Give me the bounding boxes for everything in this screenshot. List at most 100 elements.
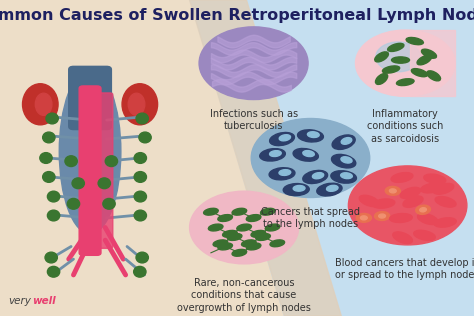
Text: very: very — [9, 296, 31, 306]
Ellipse shape — [427, 186, 437, 190]
Ellipse shape — [390, 189, 396, 193]
Ellipse shape — [279, 170, 291, 175]
Ellipse shape — [360, 216, 367, 220]
Ellipse shape — [396, 79, 414, 86]
Ellipse shape — [47, 266, 60, 277]
Ellipse shape — [427, 71, 440, 81]
Ellipse shape — [139, 132, 151, 143]
Ellipse shape — [261, 208, 275, 215]
Ellipse shape — [439, 186, 448, 191]
Ellipse shape — [47, 191, 60, 202]
Ellipse shape — [406, 38, 423, 45]
Ellipse shape — [418, 214, 438, 225]
Ellipse shape — [228, 234, 242, 240]
Ellipse shape — [356, 213, 372, 222]
Ellipse shape — [122, 84, 157, 125]
Polygon shape — [190, 0, 341, 316]
Ellipse shape — [246, 243, 261, 250]
Ellipse shape — [331, 171, 356, 183]
Ellipse shape — [406, 191, 415, 196]
FancyBboxPatch shape — [79, 86, 101, 255]
Polygon shape — [410, 30, 455, 96]
Ellipse shape — [341, 137, 352, 144]
Ellipse shape — [317, 183, 342, 196]
Ellipse shape — [251, 230, 265, 237]
Ellipse shape — [40, 153, 52, 163]
Ellipse shape — [134, 191, 146, 202]
Ellipse shape — [232, 249, 246, 256]
Ellipse shape — [134, 266, 146, 277]
Ellipse shape — [400, 187, 420, 198]
Ellipse shape — [218, 215, 232, 222]
Ellipse shape — [420, 208, 427, 212]
Ellipse shape — [421, 49, 437, 58]
Ellipse shape — [134, 153, 146, 163]
Ellipse shape — [308, 132, 319, 137]
Ellipse shape — [375, 52, 388, 62]
Ellipse shape — [209, 224, 223, 231]
Ellipse shape — [433, 183, 454, 194]
Polygon shape — [190, 0, 474, 316]
Circle shape — [356, 30, 455, 96]
Ellipse shape — [136, 113, 148, 124]
Ellipse shape — [223, 230, 237, 237]
Ellipse shape — [46, 113, 58, 124]
Ellipse shape — [383, 66, 400, 73]
Text: Rare, non-cancerous
conditions that cause
overgrowth of lymph nodes: Rare, non-cancerous conditions that caus… — [177, 278, 311, 313]
Ellipse shape — [419, 233, 429, 238]
Ellipse shape — [105, 156, 118, 167]
Ellipse shape — [45, 252, 57, 263]
Ellipse shape — [441, 199, 450, 204]
Ellipse shape — [359, 195, 379, 207]
Ellipse shape — [417, 55, 431, 65]
Circle shape — [348, 166, 467, 245]
Ellipse shape — [98, 178, 110, 189]
Ellipse shape — [327, 185, 338, 191]
Ellipse shape — [414, 230, 435, 240]
Ellipse shape — [43, 132, 55, 143]
Ellipse shape — [283, 184, 309, 196]
Ellipse shape — [269, 168, 295, 180]
Ellipse shape — [312, 173, 324, 179]
Ellipse shape — [434, 218, 456, 227]
Ellipse shape — [128, 93, 145, 115]
Ellipse shape — [379, 214, 385, 218]
FancyBboxPatch shape — [97, 93, 113, 248]
Ellipse shape — [298, 130, 323, 142]
Ellipse shape — [67, 198, 80, 209]
Ellipse shape — [396, 216, 406, 220]
Ellipse shape — [23, 84, 58, 125]
Ellipse shape — [430, 177, 440, 181]
Ellipse shape — [303, 170, 328, 184]
FancyBboxPatch shape — [69, 66, 111, 130]
Ellipse shape — [375, 74, 388, 84]
Ellipse shape — [341, 173, 352, 179]
Ellipse shape — [424, 174, 446, 184]
Text: Inflammatory
conditions such
as sarcoidosis: Inflammatory conditions such as sarcoido… — [367, 109, 444, 144]
Ellipse shape — [136, 252, 148, 263]
Ellipse shape — [379, 202, 389, 206]
Text: well: well — [32, 296, 55, 306]
Ellipse shape — [403, 196, 423, 207]
Ellipse shape — [270, 151, 281, 156]
Ellipse shape — [411, 69, 428, 77]
Circle shape — [251, 118, 370, 198]
Ellipse shape — [293, 149, 319, 161]
Ellipse shape — [232, 208, 246, 215]
Ellipse shape — [246, 215, 261, 222]
Ellipse shape — [270, 240, 284, 247]
Text: Infections such as
tuberculosis: Infections such as tuberculosis — [210, 109, 298, 131]
Ellipse shape — [435, 197, 456, 207]
Ellipse shape — [35, 93, 52, 115]
Ellipse shape — [409, 199, 418, 204]
Ellipse shape — [242, 240, 256, 247]
Ellipse shape — [373, 199, 395, 208]
Ellipse shape — [416, 205, 430, 214]
Ellipse shape — [393, 232, 412, 244]
Ellipse shape — [218, 243, 232, 250]
Ellipse shape — [332, 135, 355, 149]
Ellipse shape — [398, 235, 407, 240]
Ellipse shape — [331, 155, 356, 168]
Text: Common Causes of Swollen Retroperitoneal Lymph Nodes: Common Causes of Swollen Retroperitoneal… — [0, 8, 474, 23]
Ellipse shape — [65, 156, 77, 167]
